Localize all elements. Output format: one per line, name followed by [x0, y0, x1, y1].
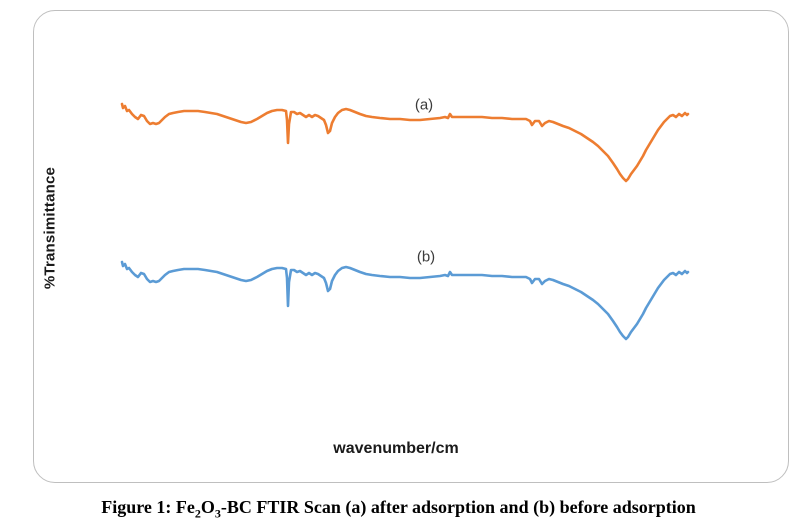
caption-subscript-2: 2	[194, 506, 201, 521]
x-axis-label: wavenumber/cm	[333, 440, 459, 457]
caption-text-part3: -BC FTIR Scan (a) after adsorption and (…	[220, 497, 696, 517]
caption-text-part1: Figure 1: Fe	[101, 497, 195, 517]
series-a-label: (a)	[414, 96, 434, 114]
caption-subscript-3: 3	[214, 506, 221, 521]
figure-caption: Figure 1: Fe2O3-BC FTIR Scan (a) after a…	[0, 497, 797, 521]
chart-frame	[33, 10, 789, 483]
series-b-label: (b)	[416, 248, 436, 266]
caption-text-part2: O	[200, 497, 215, 517]
y-axis-label: %Transimittance	[41, 166, 59, 290]
